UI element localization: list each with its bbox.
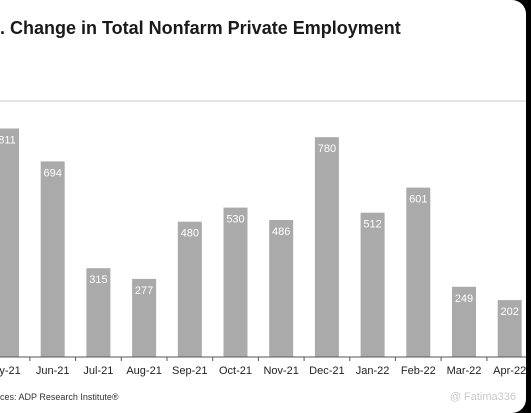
bar-0 (0, 128, 19, 357)
x-tick-label-5: Oct-21 (219, 365, 252, 377)
x-tick-label-8: Jan-22 (356, 365, 390, 377)
bar-9 (406, 187, 431, 357)
x-tick-label-1: Jun-21 (36, 365, 70, 377)
watermark: @ Fatima336 (449, 391, 516, 403)
x-tick-label-10: Mar-22 (447, 365, 482, 377)
x-tick-label-2: Jul-21 (83, 365, 113, 377)
x-tick-label-4: Sep-21 (172, 365, 207, 377)
bar-3 (132, 278, 157, 357)
value-label-2: 315 (89, 274, 107, 286)
x-tick-label-0: ay-21 (0, 365, 21, 377)
value-label-8: 512 (363, 219, 381, 231)
value-label-1: 694 (44, 167, 62, 179)
value-label-11: 202 (501, 306, 519, 318)
x-tick-label-6: Nov-21 (263, 365, 298, 377)
bar-7 (314, 137, 339, 357)
value-label-4: 480 (181, 228, 199, 240)
value-label-10: 249 (455, 293, 473, 305)
bar-8 (360, 212, 385, 357)
x-tick-label-3: Aug-21 (126, 365, 161, 377)
x-tick-label-7: Dec-21 (309, 365, 344, 377)
chart-title: . Change in Total Nonfarm Private Employ… (0, 18, 401, 38)
bar-6 (269, 220, 294, 357)
bar-1 (40, 161, 65, 357)
source-note: ces: ADP Research Institute® (0, 392, 119, 402)
bar-11 (497, 300, 522, 357)
value-label-0: 811 (0, 135, 16, 147)
bar-5 (223, 207, 248, 357)
value-label-6: 486 (272, 226, 290, 238)
x-tick-label-11: Apr-22 (493, 365, 526, 377)
bar-2 (86, 268, 111, 357)
bar-4 (177, 221, 202, 357)
value-label-5: 530 (226, 214, 244, 226)
value-label-7: 780 (318, 143, 336, 155)
x-tick-label-9: Feb-22 (401, 365, 436, 377)
bar-10 (452, 286, 476, 357)
value-label-3: 277 (135, 285, 153, 297)
value-label-9: 601 (409, 194, 427, 206)
